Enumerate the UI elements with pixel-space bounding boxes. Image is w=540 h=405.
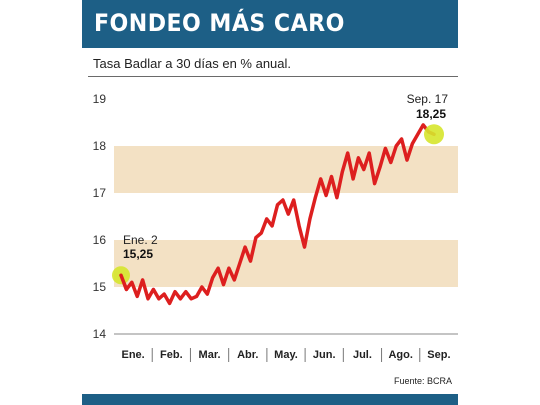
annotation-end-label: Sep. 17 [407,92,449,106]
headline: FONDEO MÁS CARO [94,9,345,37]
x-tick-label: Ago. [388,349,412,361]
y-tick-label: 17 [93,186,107,200]
y-tick-label: 15 [93,280,107,294]
x-tick-label: Mar. [199,349,221,361]
end-marker [424,124,444,145]
x-tick-label: May. [274,349,298,361]
grid-band [114,240,458,287]
x-tick-label: Jul. [353,349,372,361]
x-tick-label: Ene. [121,349,144,361]
x-tick-label: Feb. [160,349,183,361]
subtitle-divider [88,76,458,77]
grid-band [114,146,458,193]
annotation-start-value: 15,25 [123,247,153,261]
x-tick-label: Abr. [237,349,258,361]
series-line-start-segment [119,273,129,292]
y-tick-label: 14 [93,327,107,341]
y-tick-label: 18 [93,139,107,153]
annotation-end-value: 18,25 [416,107,446,121]
x-tick-label: Jun. [313,349,336,361]
footer-bar [82,394,458,405]
source-note: Fuente: BCRA [393,376,452,386]
chart-subtitle: Tasa Badlar a 30 días en % anual. [93,56,292,71]
y-tick-label: 16 [93,233,107,247]
annotation-start-label: Ene. 2 [123,233,158,247]
x-tick-label: Sep. [427,349,450,361]
y-tick-label: 19 [93,92,107,106]
series-line [119,123,436,306]
header-bar: FONDEO MÁS CARO [82,0,458,48]
